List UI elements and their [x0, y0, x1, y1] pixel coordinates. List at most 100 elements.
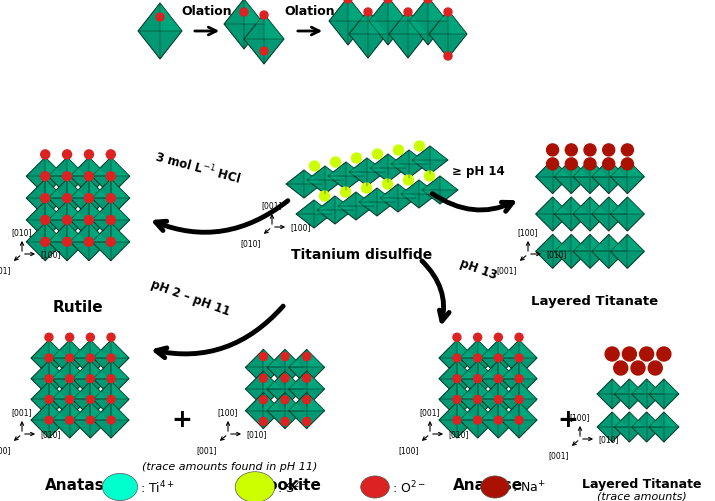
- Polygon shape: [457, 402, 475, 420]
- Circle shape: [281, 417, 289, 425]
- Polygon shape: [646, 412, 661, 427]
- Circle shape: [340, 188, 350, 197]
- Text: Layered Titanate: Layered Titanate: [582, 477, 701, 490]
- Circle shape: [515, 334, 523, 342]
- Polygon shape: [31, 382, 67, 417]
- Polygon shape: [69, 361, 88, 379]
- Circle shape: [453, 334, 461, 342]
- Polygon shape: [335, 196, 353, 210]
- Polygon shape: [627, 197, 644, 214]
- Circle shape: [473, 334, 482, 342]
- Circle shape: [494, 354, 503, 362]
- Circle shape: [515, 354, 523, 362]
- Polygon shape: [48, 201, 86, 239]
- Circle shape: [444, 9, 452, 17]
- Circle shape: [330, 158, 340, 168]
- Polygon shape: [498, 382, 516, 400]
- Polygon shape: [611, 197, 644, 231]
- Polygon shape: [419, 181, 437, 194]
- Polygon shape: [554, 197, 588, 231]
- Ellipse shape: [480, 476, 509, 498]
- Text: Layered Titanate: Layered Titanate: [531, 295, 659, 308]
- Polygon shape: [592, 160, 626, 194]
- Text: [100]: [100]: [570, 412, 591, 421]
- Circle shape: [424, 0, 432, 4]
- Polygon shape: [614, 412, 644, 442]
- Text: : O$^{2-}$: : O$^{2-}$: [392, 479, 426, 495]
- Polygon shape: [478, 382, 495, 400]
- Polygon shape: [573, 197, 607, 231]
- Polygon shape: [536, 197, 570, 231]
- Circle shape: [281, 353, 289, 361]
- Text: [001]: [001]: [0, 266, 11, 275]
- Polygon shape: [26, 180, 64, 217]
- Polygon shape: [48, 180, 86, 217]
- Polygon shape: [111, 180, 130, 199]
- Polygon shape: [48, 223, 86, 261]
- Circle shape: [657, 347, 671, 361]
- Polygon shape: [67, 180, 86, 199]
- Polygon shape: [328, 163, 364, 190]
- Text: [001]: [001]: [197, 446, 217, 455]
- Circle shape: [364, 9, 372, 17]
- Polygon shape: [629, 379, 644, 394]
- Polygon shape: [612, 379, 627, 394]
- Text: pH 13: pH 13: [458, 256, 499, 282]
- Text: Rutile: Rutile: [53, 300, 103, 314]
- Text: : Na$^{+}$: : Na$^{+}$: [512, 479, 546, 494]
- Circle shape: [515, 396, 523, 403]
- Polygon shape: [346, 163, 364, 177]
- Circle shape: [66, 334, 74, 342]
- Polygon shape: [307, 371, 325, 389]
- Circle shape: [107, 238, 115, 247]
- Polygon shape: [457, 340, 475, 358]
- Polygon shape: [480, 340, 516, 376]
- Polygon shape: [553, 160, 570, 177]
- Circle shape: [63, 216, 72, 225]
- Circle shape: [107, 354, 115, 362]
- Polygon shape: [89, 158, 108, 177]
- Circle shape: [41, 194, 50, 203]
- Circle shape: [84, 151, 94, 159]
- Polygon shape: [590, 235, 607, 252]
- Circle shape: [393, 146, 403, 156]
- Polygon shape: [51, 361, 88, 397]
- Polygon shape: [536, 160, 570, 194]
- Circle shape: [63, 172, 72, 181]
- Polygon shape: [31, 402, 67, 438]
- Circle shape: [63, 194, 72, 203]
- Polygon shape: [92, 201, 130, 239]
- Text: 3 mol L$^{-1}$ HCl: 3 mol L$^{-1}$ HCl: [153, 148, 243, 187]
- Polygon shape: [245, 393, 282, 429]
- Polygon shape: [440, 177, 458, 190]
- Polygon shape: [592, 197, 626, 231]
- Circle shape: [622, 347, 636, 361]
- Polygon shape: [553, 235, 570, 252]
- Polygon shape: [93, 361, 129, 397]
- Polygon shape: [478, 340, 495, 358]
- Polygon shape: [348, 0, 367, 22]
- Circle shape: [373, 150, 383, 160]
- Polygon shape: [111, 223, 130, 242]
- Polygon shape: [460, 340, 495, 376]
- Polygon shape: [349, 159, 385, 187]
- Circle shape: [41, 172, 50, 181]
- Polygon shape: [611, 235, 644, 269]
- Circle shape: [473, 375, 482, 383]
- Text: [001]: [001]: [496, 266, 517, 275]
- Polygon shape: [51, 340, 88, 376]
- Circle shape: [84, 172, 94, 181]
- Text: Olation: Olation: [182, 5, 232, 18]
- Polygon shape: [457, 382, 475, 400]
- Polygon shape: [627, 160, 644, 177]
- Polygon shape: [244, 15, 284, 65]
- Circle shape: [41, 238, 50, 247]
- Text: +: +: [558, 407, 578, 431]
- Circle shape: [453, 354, 461, 362]
- Polygon shape: [72, 361, 109, 397]
- Circle shape: [63, 238, 72, 247]
- Text: [001]: [001]: [548, 451, 569, 460]
- Polygon shape: [304, 171, 322, 185]
- Circle shape: [494, 375, 503, 383]
- Circle shape: [494, 416, 503, 424]
